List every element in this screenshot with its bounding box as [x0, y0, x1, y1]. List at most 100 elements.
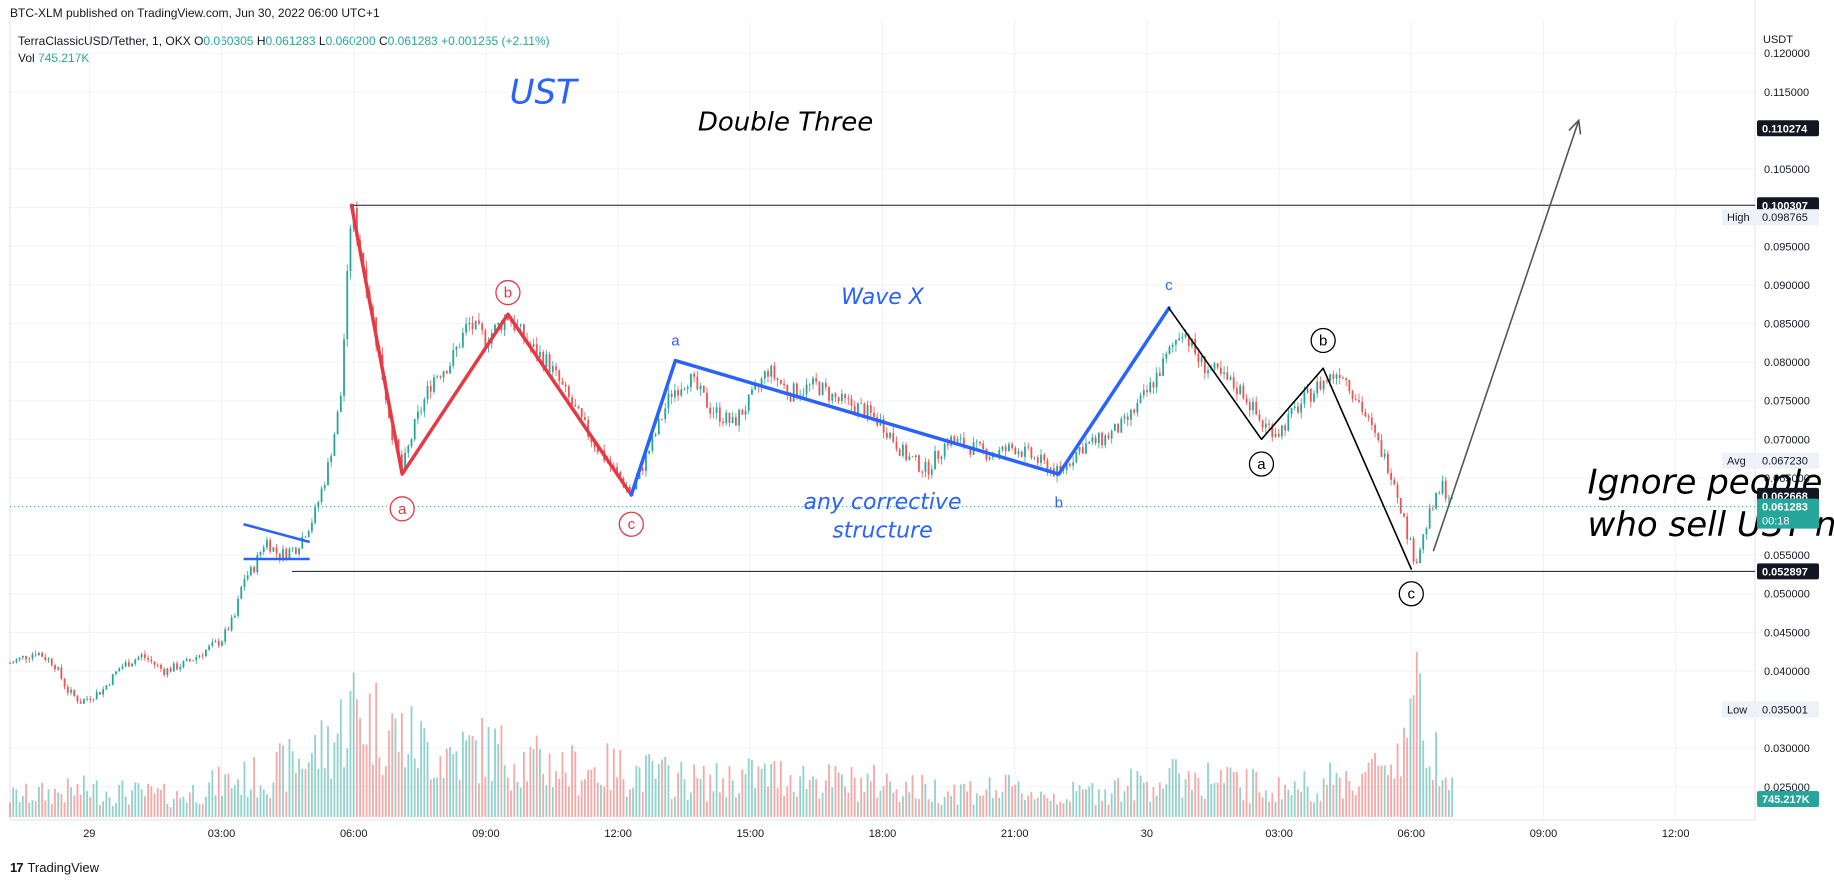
volume-bar: [966, 791, 969, 817]
volume-bar: [754, 787, 757, 817]
symbol-title[interactable]: TerraClassicUSD/Tether, 1, OKX: [18, 34, 191, 48]
volume-bar: [850, 766, 853, 817]
candle-body: [259, 551, 262, 556]
volume-bar: [991, 798, 994, 817]
volume-bar: [468, 735, 471, 817]
volume-bar: [262, 789, 265, 817]
volume-bar: [734, 797, 737, 817]
candle-body: [722, 421, 724, 424]
volume-bar: [1361, 773, 1364, 817]
volume-bar: [1435, 732, 1437, 817]
volume-bar: [667, 765, 670, 817]
volume-bar: [108, 797, 111, 817]
volume-bar: [1014, 784, 1017, 817]
candle-body: [1245, 398, 1248, 403]
volume-bar: [1027, 795, 1030, 817]
candle-body: [1155, 372, 1158, 388]
volume-bar: [741, 769, 744, 817]
volume-bar: [404, 767, 406, 817]
volume-bar: [433, 777, 435, 817]
volume-bar: [1345, 770, 1348, 817]
volume-bar: [914, 798, 917, 817]
volume-bar: [134, 782, 137, 817]
candle-body: [47, 658, 50, 661]
volume-bar: [484, 777, 487, 817]
volume-bar: [567, 786, 570, 817]
volume-bar: [731, 780, 734, 817]
candle-body: [548, 354, 551, 373]
candle-body: [1149, 382, 1152, 393]
candle-body: [921, 471, 924, 473]
candle-body: [564, 384, 567, 387]
volume-bar: [702, 765, 705, 817]
candle-body: [651, 435, 654, 451]
candle-body: [648, 450, 651, 454]
price-tick-label: 0.090000: [1764, 280, 1810, 292]
candle-body: [1409, 538, 1412, 540]
candle-body: [853, 406, 856, 414]
candle-body: [205, 649, 207, 657]
volume-bar: [50, 804, 53, 817]
volume-bar: [89, 797, 92, 817]
volume-bar: [1351, 790, 1354, 817]
volume-bar: [1191, 789, 1193, 817]
volume-bar: [574, 751, 577, 817]
volume-bar: [1223, 783, 1225, 817]
candle-body: [413, 418, 416, 440]
volume-bar: [1415, 651, 1418, 817]
volume-bar: [1226, 767, 1229, 817]
candle-body: [619, 471, 622, 479]
candle-body: [449, 365, 451, 374]
volume-bar: [426, 741, 429, 817]
volume-bar: [1255, 771, 1258, 817]
volume-bar: [34, 801, 37, 817]
volume-bar: [1451, 777, 1454, 817]
volume-bar: [1342, 798, 1344, 817]
volume-bar: [943, 796, 946, 817]
candle-body: [355, 208, 358, 241]
price-tick-label: 0.045000: [1764, 627, 1810, 639]
volume-bar: [950, 795, 952, 817]
volume-bar: [365, 744, 368, 817]
volume-bar: [38, 787, 40, 817]
volume-bar: [1393, 778, 1396, 817]
volume-bar: [179, 798, 182, 817]
candle-body: [1316, 381, 1319, 394]
volume-bar: [1242, 800, 1245, 817]
volume-bar: [905, 781, 908, 817]
volume-bar: [648, 753, 651, 817]
volume-bar: [503, 765, 506, 817]
candle-body: [1236, 388, 1238, 395]
volume-bar: [1399, 776, 1402, 817]
volume-bar: [240, 794, 243, 817]
candle-body: [311, 522, 313, 532]
volume-bar: [1441, 780, 1444, 817]
candle-body: [1354, 398, 1357, 401]
tradingview-footer[interactable]: 17 TradingView: [10, 860, 99, 875]
candle-body: [407, 446, 410, 453]
candle-body: [519, 324, 522, 327]
volume-bar: [1069, 801, 1071, 817]
candle-body: [953, 436, 956, 442]
candle-body: [481, 323, 484, 331]
volume-bar: [628, 789, 631, 817]
volume-bar: [513, 764, 516, 817]
volume-bar: [609, 789, 612, 817]
candle-body: [76, 695, 79, 702]
volume-bar: [638, 767, 641, 817]
candle-body: [417, 411, 419, 419]
annotation-text: structure: [832, 518, 932, 543]
volume-bar: [442, 777, 445, 817]
volume-bar: [423, 728, 426, 817]
candle-body: [718, 407, 721, 422]
candle-body: [1335, 374, 1338, 379]
volume-bar: [253, 757, 256, 817]
volume-bar: [747, 758, 750, 817]
volume-bar: [465, 740, 467, 817]
volume-bar: [1374, 753, 1376, 817]
volume-bar: [1239, 787, 1242, 817]
volume-bar: [860, 777, 863, 817]
candle-body: [532, 344, 535, 347]
volume-bar: [1403, 727, 1405, 817]
